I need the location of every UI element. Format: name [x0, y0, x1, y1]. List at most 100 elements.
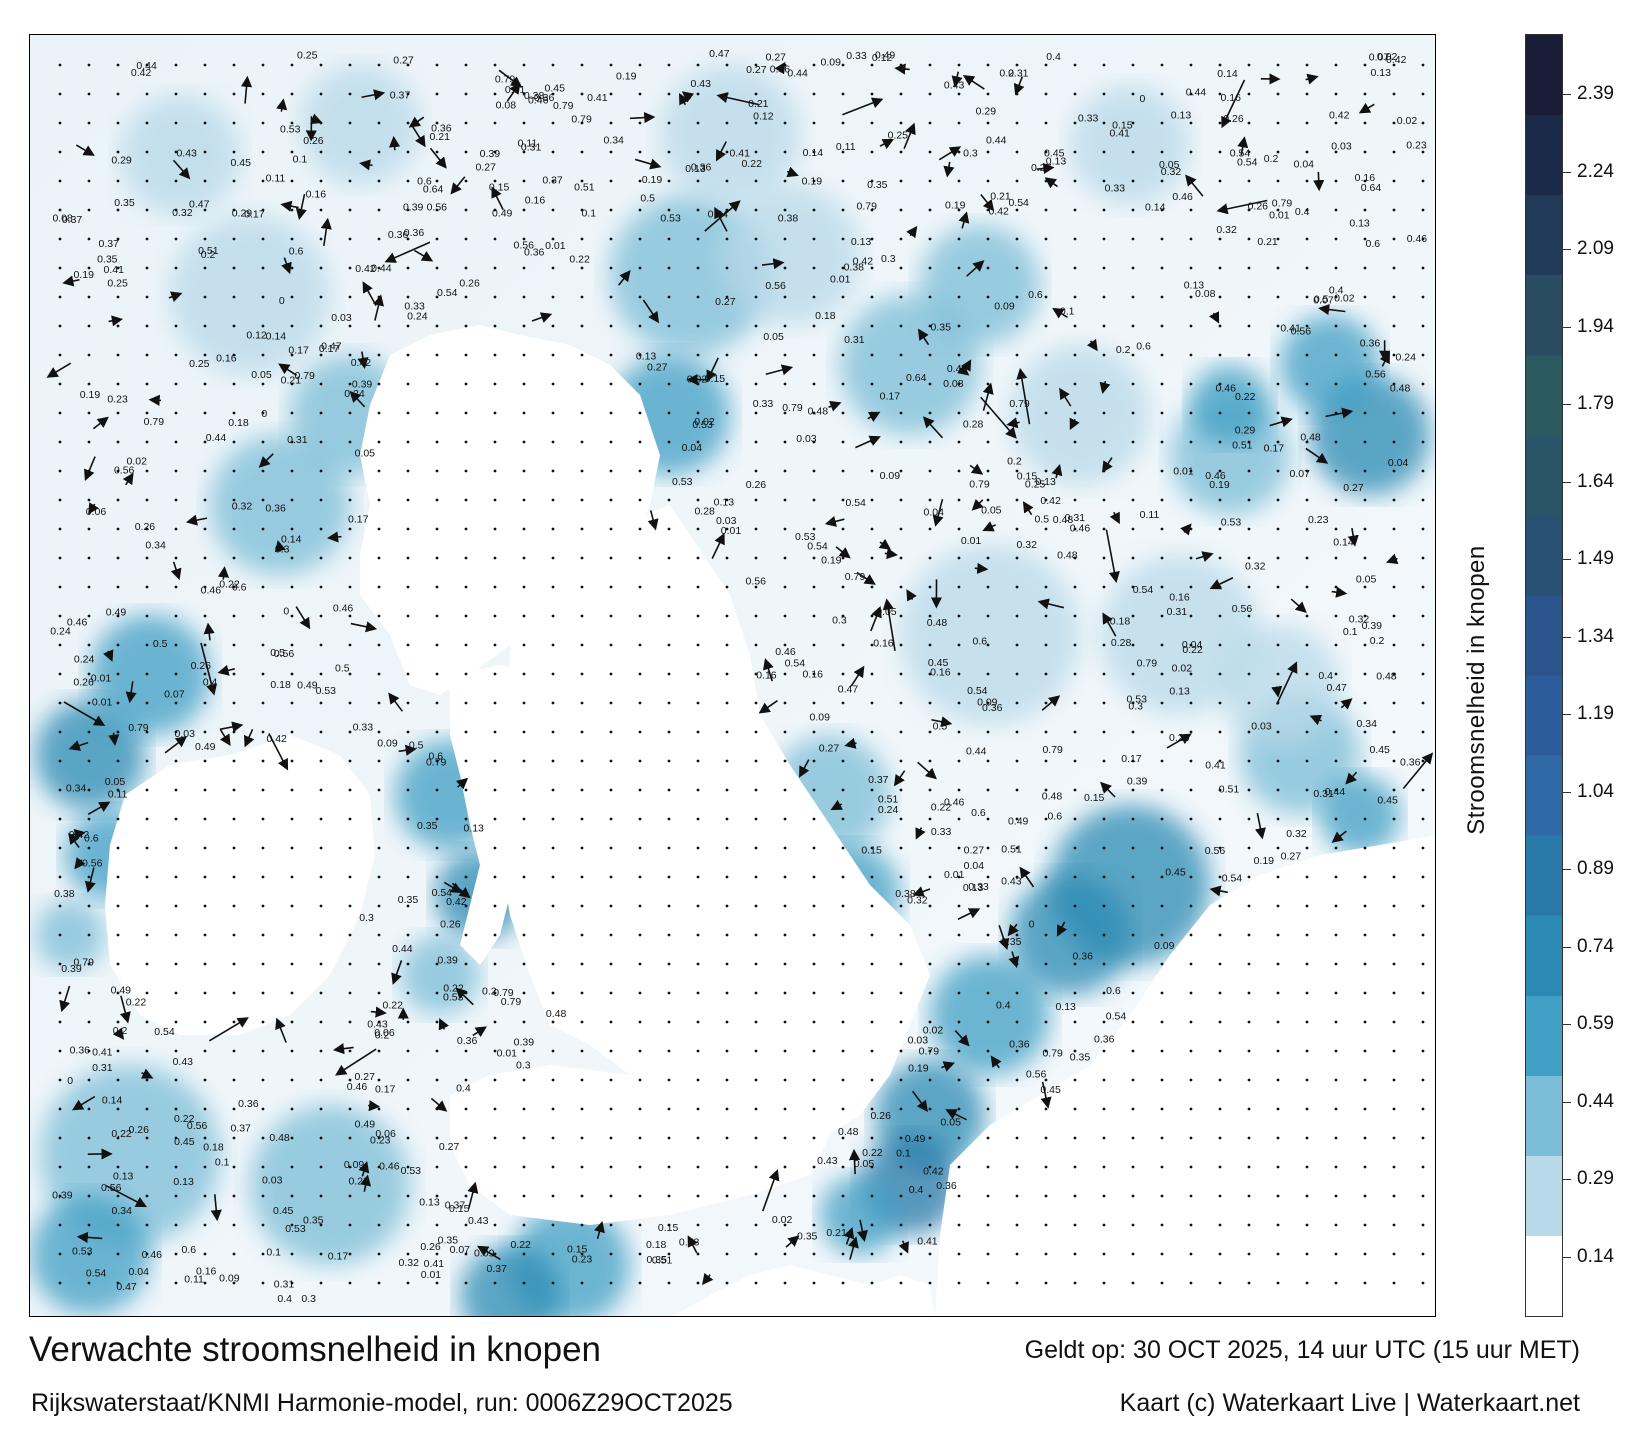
grid-dot — [377, 1020, 381, 1024]
grid-dot — [232, 846, 236, 850]
current-arrow — [1086, 338, 1098, 352]
grid-dot — [435, 208, 439, 212]
grid-dot — [667, 672, 671, 676]
grid-dot — [928, 904, 932, 908]
grid-dot — [1189, 643, 1193, 647]
grid-dot — [1392, 701, 1396, 705]
grid-dot — [1044, 92, 1048, 96]
grid-dot — [667, 1194, 671, 1198]
grid-dot — [406, 730, 410, 734]
grid-dot — [261, 614, 265, 618]
current-arrow — [785, 1235, 800, 1248]
grid-dot — [551, 701, 555, 705]
grid-dot — [841, 498, 845, 502]
grid-dot — [290, 991, 294, 995]
grid-dot — [1073, 1107, 1077, 1111]
grid-dot — [551, 411, 555, 415]
current-arrow — [894, 63, 910, 75]
grid-dot — [203, 266, 207, 270]
grid-dot — [1160, 672, 1164, 676]
current-arrow — [69, 828, 86, 840]
grid-dot — [348, 469, 352, 473]
current-arrow — [828, 401, 842, 412]
grid-dot — [1073, 382, 1077, 386]
current-speed-label: 0.53 — [660, 213, 681, 225]
grid-dot — [957, 730, 961, 734]
grid-dot — [58, 150, 62, 154]
current-speed-label: 0.6 — [289, 246, 304, 258]
current-speed-label: 0.46 — [142, 1249, 163, 1261]
current-speed-label: 0.37 — [62, 214, 83, 226]
grid-dot — [870, 933, 874, 937]
grid-dot — [174, 121, 178, 125]
grid-dot — [754, 440, 758, 444]
current-speed-label: 0.39 — [1127, 776, 1148, 788]
grid-dot — [725, 237, 729, 241]
grid-dot — [174, 1078, 178, 1082]
grid-dot — [609, 1165, 613, 1169]
current-speed-label: 0.49 — [875, 50, 896, 62]
grid-dot — [696, 1107, 700, 1111]
grid-dot — [319, 382, 323, 386]
grid-dot — [87, 440, 91, 444]
current-arrow — [774, 61, 786, 75]
grid-dot — [261, 1194, 265, 1198]
grid-dot — [1276, 991, 1280, 995]
grid-dot — [609, 382, 613, 386]
current-speed-label: 0.01 — [92, 697, 113, 709]
grid-dot — [580, 788, 584, 792]
grid-dot — [1102, 150, 1106, 154]
grid-dot — [87, 1020, 91, 1024]
grid-dot — [1131, 63, 1135, 67]
grid-dot — [696, 1078, 700, 1082]
grid-dot — [725, 643, 729, 647]
grid-dot — [493, 237, 497, 241]
grid-dot — [1044, 759, 1048, 763]
current-speed-label: 0.24 — [74, 653, 95, 665]
current-speed-label: 0.18 — [815, 310, 836, 322]
grid-dot — [1421, 1136, 1425, 1140]
grid-dot — [406, 237, 410, 241]
grid-dot — [928, 1281, 932, 1285]
grid-dot — [1421, 208, 1425, 212]
current-speed-label: 0.16 — [306, 188, 327, 200]
grid-dot — [58, 179, 62, 183]
grid-dot — [1218, 585, 1222, 589]
grid-dot — [1363, 730, 1367, 734]
grid-dot — [754, 1049, 758, 1053]
current-arrow — [681, 91, 695, 103]
grid-dot — [1334, 643, 1338, 647]
grid-dot — [174, 469, 178, 473]
grid-dot — [116, 266, 120, 270]
grid-dot — [1073, 1136, 1077, 1140]
current-arrow — [278, 363, 297, 376]
grid-dot — [638, 1194, 642, 1198]
grid-dot — [1015, 585, 1019, 589]
current-speed-label: 0.21 — [748, 98, 769, 110]
grid-dot — [1363, 1020, 1367, 1024]
grid-dot — [580, 962, 584, 966]
grid-dot — [1131, 266, 1135, 270]
current-speed-label: 0.22 — [862, 1147, 883, 1159]
grid-dot — [1247, 1223, 1251, 1227]
grid-dot — [464, 411, 468, 415]
grid-dot — [725, 63, 729, 67]
current-speed-label: 0.21 — [281, 374, 302, 386]
legend-tick-line — [1563, 171, 1571, 173]
grid-dot — [522, 1194, 526, 1198]
current-arrow — [647, 510, 659, 531]
grid-dot — [464, 440, 468, 444]
grid-dot — [435, 788, 439, 792]
current-speed-label: 0.39 — [52, 1190, 73, 1202]
grid-dot — [986, 701, 990, 705]
map-canvas[interactable]: 0.470.060.430.310.20.40.330.530.540.360.… — [30, 35, 1436, 1317]
current-speed-label: 0.03 — [908, 1034, 929, 1046]
grid-dot — [1363, 1194, 1367, 1198]
current-arrow — [1105, 529, 1120, 583]
current-speed-map[interactable]: 0.47 0.06 0.43 0.31 0.2 0.4 0.33 0.53 0.54 0.36 0.… — [29, 34, 1436, 1317]
current-speed-label: 0.36 — [1094, 1033, 1115, 1045]
grid-dot — [986, 411, 990, 415]
grid-dot — [261, 846, 265, 850]
grid-dot — [232, 933, 236, 937]
grid-dot — [812, 1136, 816, 1140]
